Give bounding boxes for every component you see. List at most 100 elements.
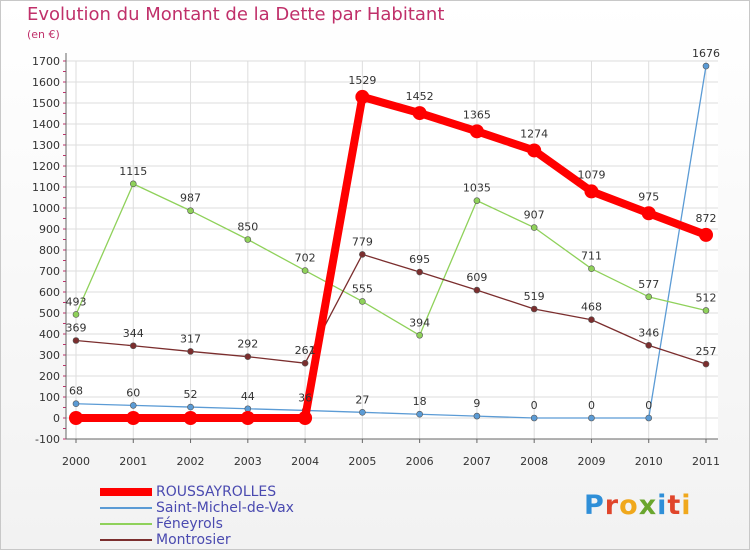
legend-item: Saint-Michel-de-Vax [100,500,294,516]
legend-label: Féneyrols [156,516,223,532]
y-tick-label: 900 [39,223,60,236]
data-point [69,411,83,425]
x-tick-label: 2010 [635,455,663,468]
data-label: 0 [645,399,652,412]
y-tick-label: 300 [39,349,60,362]
data-label: 0 [588,399,595,412]
data-point [412,106,427,121]
data-point [355,89,370,104]
legend-label: Montrosier [156,532,231,548]
data-point [530,414,538,422]
legend-swatch [100,488,152,496]
x-tick-label: 2001 [119,455,147,468]
legend-label: Saint-Michel-de-Vax [156,500,294,516]
data-point [129,402,137,409]
data-point [645,342,653,349]
data-point [641,206,656,221]
y-tick-label: 1400 [32,118,60,131]
data-point [129,342,137,350]
data-point [301,359,309,367]
data-point [187,207,194,215]
y-tick-label: 1100 [32,181,60,194]
y-tick-label: 1300 [32,139,60,152]
series-line [75,183,707,336]
y-tick-label: 1600 [32,76,60,89]
line-chart: -100010020030040050060070080090010001100… [32,47,720,468]
data-label: 555 [352,282,373,295]
y-tick-label: 600 [39,286,60,299]
y-tick-label: 200 [39,370,60,383]
data-point [187,403,194,411]
data-label: 44 [241,390,255,403]
x-tick-label: 2002 [177,455,205,468]
data-label: 317 [180,332,201,345]
data-label: 512 [696,291,717,304]
data-label: 369 [66,322,87,335]
y-tick-label: 400 [39,328,60,341]
y-tick-label: 700 [39,265,60,278]
x-tick-label: 2005 [348,455,376,468]
legend-item: ROUSSAYROLLES [100,484,294,500]
data-label: 987 [180,192,201,205]
data-label: 577 [638,278,659,291]
data-label: 468 [581,301,602,314]
data-point [359,409,366,416]
series-f-neyrols [72,180,710,339]
data-point [645,293,653,301]
data-point [129,180,137,188]
y-tick-label: 1700 [32,55,60,68]
data-label: 1365 [463,108,491,121]
data-label: 68 [69,385,83,398]
data-point [240,411,255,425]
y-tick-label: 800 [39,244,60,257]
data-point [645,414,653,422]
data-label: 27 [355,393,369,406]
logo-letter: P [584,490,605,521]
series-line [75,253,707,365]
data-label: 394 [409,316,430,329]
logo-letter: i [681,490,692,521]
data-point [473,286,481,294]
legend-swatch [100,507,152,509]
data-point [584,184,599,199]
data-label: 695 [409,253,430,266]
y-tick-label: -100 [35,433,60,446]
series-line [72,92,710,422]
data-label: 1035 [463,182,491,195]
y-axis-unit: (en €) [27,28,60,41]
data-label: 52 [184,388,198,401]
chart-title: Evolution du Montant de la Dette par Hab… [27,4,445,25]
data-point [416,268,423,276]
data-point [699,227,713,242]
data-label: 36 [298,391,312,404]
x-tick-label: 2007 [463,455,491,468]
data-label: 346 [638,326,659,339]
data-label: 975 [638,190,659,203]
data-point [301,267,309,274]
series-line [75,65,707,419]
data-label: 850 [237,221,258,234]
data-label: 344 [123,327,144,340]
data-point [473,412,481,420]
x-tick-label: 2008 [520,455,548,468]
data-point [187,348,194,355]
y-tick-label: 1500 [32,97,60,110]
y-tick-label: 1200 [32,160,60,173]
logo-letter: t [667,490,682,521]
data-point [588,414,595,422]
data-label: 1079 [577,168,605,181]
data-point [72,400,80,408]
data-label: 609 [466,271,487,284]
data-point [702,360,710,368]
legend-label: ROUSSAYROLLES [156,484,277,500]
data-label: 292 [237,338,258,351]
data-point [298,411,313,425]
data-label: 872 [696,212,717,225]
y-tick-label: 1000 [32,202,60,215]
legend-item: Féneyrols [100,516,294,532]
data-point [469,124,484,139]
data-point [473,197,481,204]
data-label: 779 [352,235,373,248]
data-label: 261 [295,344,316,357]
data-label: 711 [581,250,602,263]
